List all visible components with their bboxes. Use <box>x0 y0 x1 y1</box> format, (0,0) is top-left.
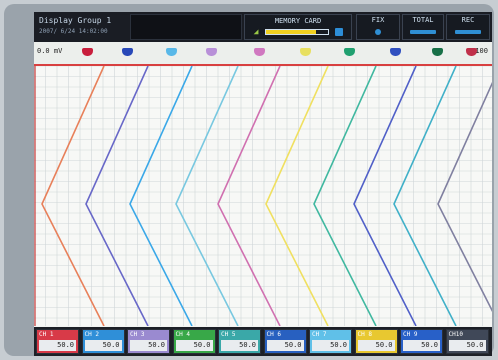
channel-name: CH 7 <box>312 331 327 338</box>
memory-card-icon: ◢ <box>253 27 259 36</box>
channel-value: 50.0 <box>266 340 304 351</box>
trace-8 <box>353 66 417 326</box>
scale-left-value: 0.0 mV <box>37 47 63 55</box>
display-group-name: Display Group 1 <box>39 16 112 25</box>
channel-marker-9 <box>432 48 443 56</box>
memory-card-usage-bar <box>265 29 329 35</box>
channel-marker-7 <box>344 48 355 56</box>
channel-value: 50.0 <box>84 340 122 351</box>
channel-marker-1 <box>82 48 93 56</box>
trace-5 <box>217 66 281 326</box>
channel-box-1[interactable]: CH 1 50.0 <box>36 329 79 354</box>
channel-marker-10 <box>466 48 477 56</box>
trace-9 <box>393 66 457 326</box>
channel-box-3[interactable]: CH 3 50.0 <box>127 329 170 354</box>
channel-value: 50.0 <box>221 340 258 351</box>
trace-7 <box>313 66 377 326</box>
channel-marker-6 <box>300 48 311 56</box>
total-indicator-icon <box>410 30 436 34</box>
channel-name: CH 1 <box>39 331 54 338</box>
channel-name: CH 9 <box>403 331 418 338</box>
scale-right-value: 100 <box>475 47 488 55</box>
total-button[interactable]: TOTAL <box>402 14 444 40</box>
channel-box-8[interactable]: CH 8 50.0 <box>354 329 398 354</box>
trace-2 <box>85 66 149 326</box>
trace-10 <box>437 81 492 313</box>
channel-value: 50.0 <box>130 340 167 351</box>
channel-value: 50.0 <box>175 340 213 351</box>
display-group-info[interactable]: Display Group 1 2007/ 6/24 14:02:00 <box>36 14 128 40</box>
memory-card-status[interactable]: MEMORY CARD ◢ <box>244 14 352 40</box>
channel-value: 50.0 <box>403 340 440 351</box>
channel-value: 50.0 <box>312 340 349 351</box>
fix-label: FIX <box>371 16 385 24</box>
channel-name: CH 2 <box>84 331 99 338</box>
message-area <box>130 14 242 40</box>
channel-box-7[interactable]: CH 7 50.0 <box>309 329 352 354</box>
channel-name: CH 4 <box>175 331 190 338</box>
channel-box-9[interactable]: CH 9 50.0 <box>400 329 443 354</box>
trace-1 <box>41 66 105 326</box>
channel-value-bar: CH 1 50.0 CH 2 50.0 CH 3 50.0 CH 4 50.0 CH 5 50.0… <box>34 327 492 356</box>
fix-button[interactable]: FIX <box>356 14 400 40</box>
trace-4 <box>175 66 239 326</box>
channel-value: 50.0 <box>39 340 76 351</box>
channel-box-2[interactable]: CH 2 50.0 <box>81 329 125 354</box>
channel-box-5[interactable]: CH 5 50.0 <box>218 329 261 354</box>
channel-name: CH 5 <box>221 331 236 338</box>
channel-value: 50.0 <box>448 340 486 351</box>
card-slot-icon <box>335 28 343 36</box>
channel-marker-2 <box>122 48 133 56</box>
memory-card-label: MEMORY CARD <box>274 17 322 25</box>
rec-indicator-icon <box>455 30 481 34</box>
total-label: TOTAL <box>412 16 434 24</box>
trend-chart[interactable] <box>34 66 492 326</box>
channel-name: CH 3 <box>130 331 145 338</box>
channel-box-4[interactable]: CH 4 50.0 <box>172 329 216 354</box>
rec-label: REC <box>461 16 475 24</box>
trace-6 <box>265 66 329 326</box>
channel-marker-8 <box>390 48 401 56</box>
channel-name: CH10 <box>448 331 463 338</box>
channel-box-6[interactable]: CH 6 50.0 <box>263 329 307 354</box>
memory-card-usage-fill <box>266 30 316 34</box>
channel-marker-5 <box>254 48 265 56</box>
fix-indicator-icon <box>375 29 381 35</box>
recorder-screen: Display Group 1 2007/ 6/24 14:02:00 MEMO… <box>34 12 492 356</box>
channel-name: CH 6 <box>266 331 281 338</box>
channel-value: 50.0 <box>357 340 395 351</box>
trace-3 <box>129 66 193 326</box>
channel-marker-3 <box>166 48 177 56</box>
date-time: 2007/ 6/24 14:02:00 <box>39 28 108 35</box>
device-frame: Display Group 1 2007/ 6/24 14:02:00 MEMO… <box>4 4 494 356</box>
channel-box-10[interactable]: CH10 50.0 <box>445 329 489 354</box>
channel-name: CH 8 <box>357 331 372 338</box>
rec-button[interactable]: REC <box>446 14 490 40</box>
channel-marker-4 <box>206 48 217 56</box>
status-header: Display Group 1 2007/ 6/24 14:02:00 MEMO… <box>34 12 492 42</box>
scale-bar: 0.0 mV 100 <box>34 42 492 66</box>
